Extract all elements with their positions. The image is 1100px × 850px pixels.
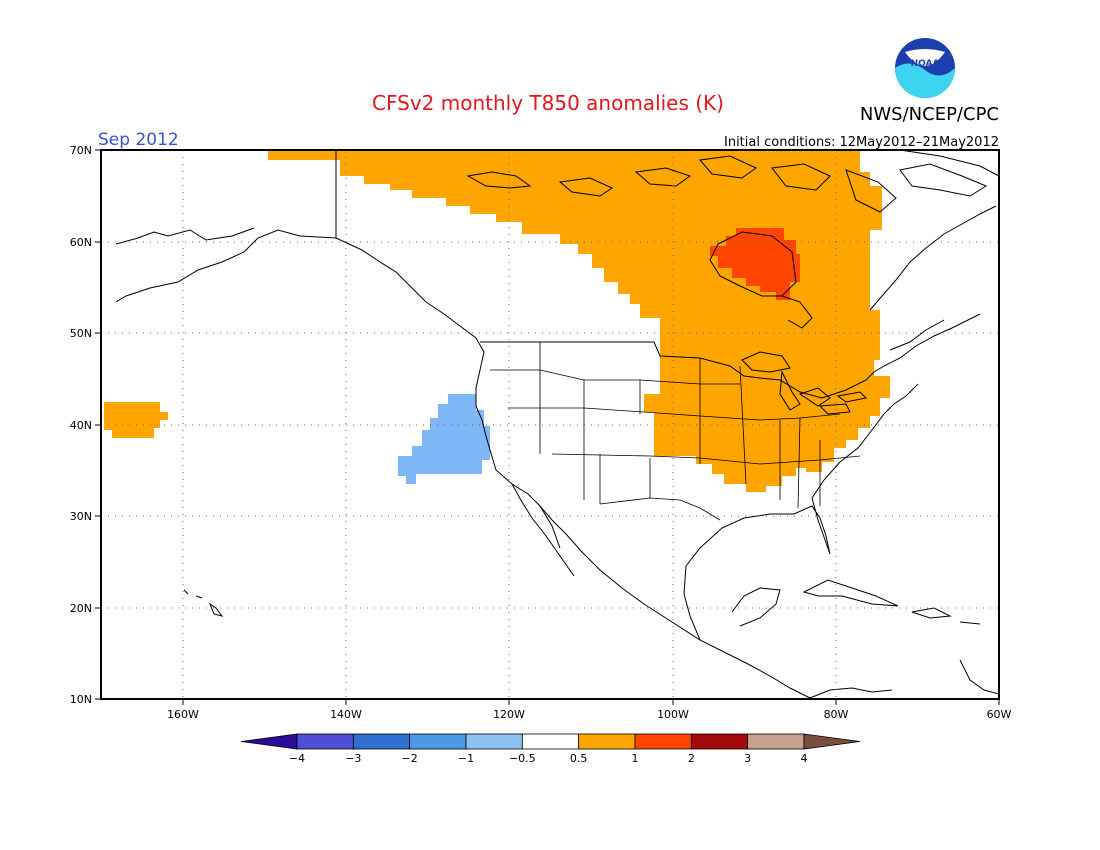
lon-label-140w: 140W: [330, 708, 362, 721]
colorbar-tick-label: −3: [345, 752, 361, 765]
agency-label: NWS/NCEP/CPC: [860, 104, 999, 125]
colorbar-segment: [690, 733, 749, 750]
lon-label-100w: 100W: [657, 708, 689, 721]
colorbar-segment: [352, 733, 411, 750]
colorbar-tick-label: −1: [458, 752, 474, 765]
lon-label-120w: 120W: [493, 708, 525, 721]
colorbar-tick-label: −4: [289, 752, 305, 765]
colorbar-tick-label: 1: [632, 752, 639, 765]
colorbar-segment: [521, 733, 580, 750]
noaa-logo: NOAA: [895, 38, 955, 98]
map-area: [101, 150, 999, 699]
colorbar: −4 −3 −2 −1 −0.5 0.5 1 2 3 4: [240, 733, 861, 765]
lon-label-160w: 160W: [167, 708, 199, 721]
colorbar-segment: [578, 733, 636, 750]
chart-title: CFSv2 monthly T850 anomalies (K): [372, 91, 724, 115]
lat-label-10n: 10N: [70, 693, 92, 706]
lat-label-20n: 20N: [70, 602, 92, 615]
lat-label-50n: 50N: [70, 327, 92, 340]
colorbar-tick-label: −0.5: [509, 752, 536, 765]
initial-conditions: Initial conditions: 12May2012–21May2012: [724, 135, 999, 150]
gridlines: [101, 150, 999, 699]
colorbar-segment: [747, 733, 805, 750]
colorbar-segment: [634, 733, 692, 750]
valid-month: Sep 2012: [98, 130, 179, 150]
logo-text: NOAA: [911, 59, 940, 69]
state-borders: [490, 342, 861, 521]
lat-label-30n: 30N: [70, 510, 92, 523]
strong-positive-anomaly-region: [710, 228, 800, 300]
colorbar-segment: [465, 733, 523, 750]
colorbar-segment: [296, 733, 354, 750]
lon-label-60w: 60W: [987, 708, 1012, 721]
lat-label-70n: 70N: [70, 144, 92, 157]
colorbar-arrow-low: [240, 733, 298, 750]
positive-anomaly-region-pacific: [104, 402, 168, 438]
axis-ticks: [95, 149, 1000, 705]
lon-label-80w: 80W: [824, 708, 849, 721]
lat-label-40n: 40N: [70, 419, 92, 432]
coastlines: [115, 150, 999, 699]
colorbar-tick-label: −2: [402, 752, 418, 765]
colorbar-tick-label: 3: [744, 752, 751, 765]
colorbar-segment: [409, 733, 467, 750]
colorbar-tick-label: 0.5: [570, 752, 588, 765]
lat-label-60n: 60N: [70, 236, 92, 249]
colorbar-tick-label: 4: [801, 752, 808, 765]
colorbar-tick-label: 2: [688, 752, 695, 765]
negative-anomaly-region: [398, 394, 490, 484]
colorbar-arrow-high: [803, 733, 861, 750]
